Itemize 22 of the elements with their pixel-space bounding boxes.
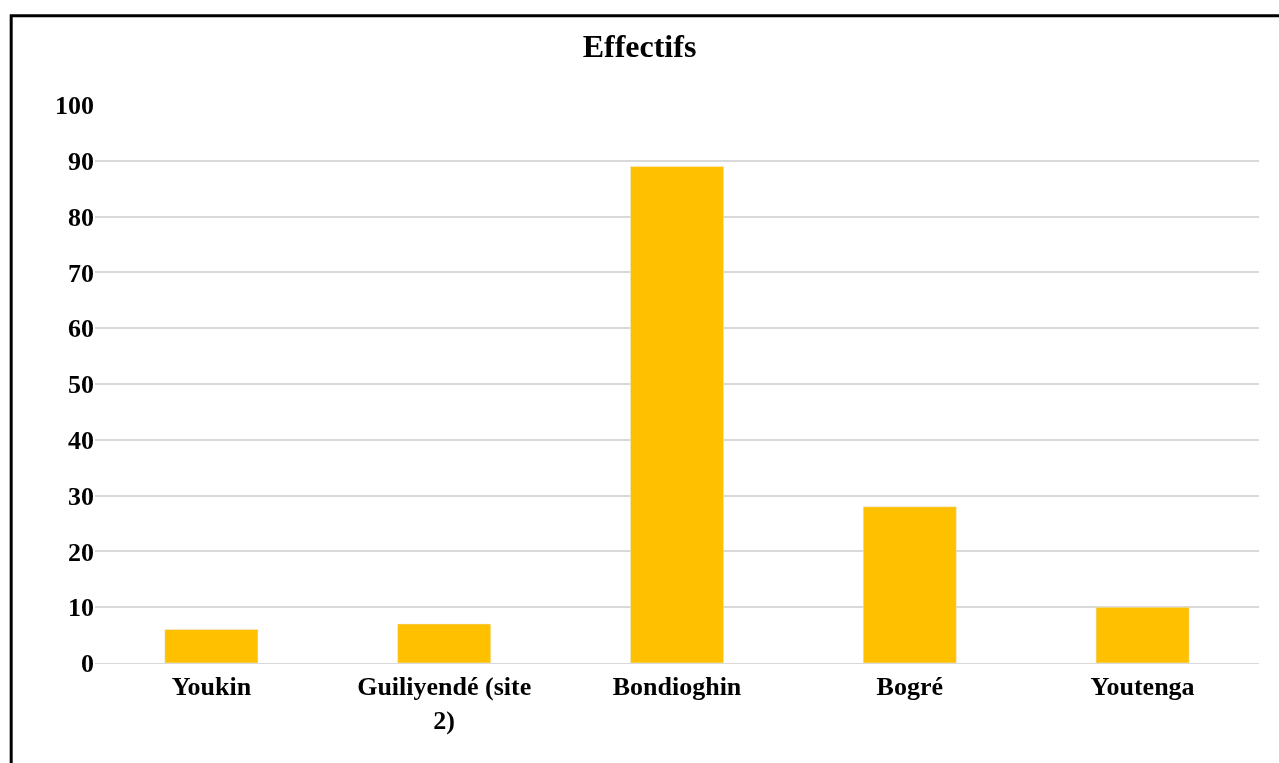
y-tick-label: 70 [68, 258, 94, 288]
chart-title: Effectifs [582, 27, 697, 64]
y-tick-label: 20 [68, 537, 94, 567]
y-tick-label: 90 [68, 146, 94, 176]
bar [1095, 606, 1190, 663]
x-tick-label: Guiliyendé (site 2) [357, 672, 532, 735]
y-tick-label: 0 [81, 649, 94, 679]
y-tick-label: 40 [68, 425, 94, 455]
bar [630, 166, 724, 663]
bar [397, 623, 492, 663]
x-tick-label: Bondioghin [612, 672, 742, 702]
y-tick-label: 10 [68, 593, 94, 623]
y-tick-label: 50 [68, 370, 94, 400]
x-tick-label: Youtenga [1090, 672, 1195, 702]
y-tick-label: 80 [68, 202, 94, 232]
bar [862, 506, 957, 663]
x-tick-label: Youkin [171, 672, 252, 702]
x-tick-label: Bogré [876, 672, 944, 702]
y-tick-label: 30 [68, 481, 94, 511]
bar [164, 629, 259, 663]
y-tick-label: 100 [55, 91, 94, 121]
y-tick-label: 60 [68, 314, 94, 344]
